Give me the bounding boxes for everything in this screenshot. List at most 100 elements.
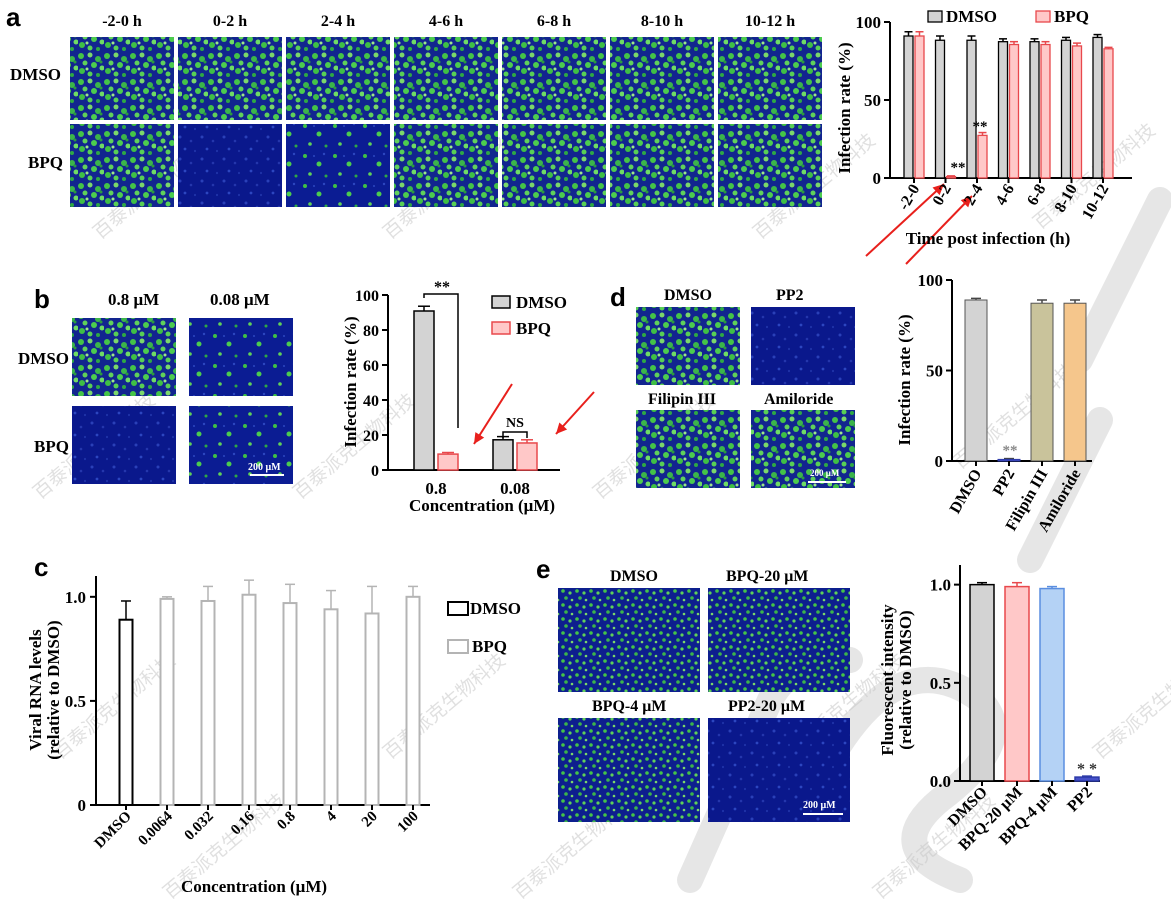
x-tick-label: PP2 [990, 467, 1018, 499]
bar-bpq [364, 612, 380, 806]
time-label: 6-8 h [537, 13, 571, 30]
bar [1063, 302, 1087, 462]
legend-label: DMSO [470, 599, 521, 618]
y-axis-label-line: Fluorescent intensity [878, 604, 897, 756]
micrograph-image [502, 124, 606, 207]
image-label-bpq-4: BPQ-4 μM [592, 698, 666, 715]
bar-bpq [945, 175, 957, 179]
y-tick-label: 0 [78, 796, 87, 815]
bar-dmso [1029, 41, 1040, 179]
row-label-bpq: BPQ [34, 437, 69, 456]
micrograph-image [286, 124, 390, 207]
y-tick-label: 1.0 [65, 588, 86, 607]
micrograph-image [72, 318, 176, 396]
micrograph-image [178, 37, 282, 120]
y-tick-label: 0.5 [65, 692, 86, 711]
y-tick-label: 0 [873, 169, 882, 188]
bar [964, 299, 988, 462]
x-tick-label: 4-6 [993, 182, 1018, 209]
y-axis-label: Infection rate (%) [341, 316, 360, 447]
y-axis-label-line: (relative to DMSO) [44, 620, 63, 759]
conc-label-0-08: 0.08 μM [210, 290, 270, 309]
panel-b-letter: b [34, 284, 50, 314]
row-label-dmso: DMSO [18, 349, 69, 368]
image-label-pp2-20: PP2-20 μM [728, 698, 805, 715]
legend-label: BPQ [472, 637, 507, 656]
y-tick-label: 0 [935, 452, 944, 471]
panel-a: a -2-0 h 0-2 h 2-4 h 4-6 h 6-8 h 8-10 h 10-12 … [6, 2, 822, 207]
red-arrow [905, 195, 973, 265]
y-tick-label: 40 [363, 393, 379, 410]
red-arrow [473, 383, 513, 445]
bar-bpq [977, 134, 988, 179]
image-label-pp2: PP2 [776, 287, 804, 304]
significance-label: ** [434, 279, 450, 296]
y-tick-label: 80 [363, 323, 379, 340]
time-label: 4-6 h [429, 13, 463, 30]
y-axis-label: Infection rate (%) [835, 42, 854, 173]
legend-swatch-dmso [447, 601, 469, 616]
micrograph-image [72, 406, 176, 484]
x-tick-label: 0.032 [182, 809, 217, 844]
arrow-head [960, 196, 972, 208]
x-tick-label: DMSO [947, 467, 986, 517]
y-axis-label-line: Viral RNA levels [26, 629, 45, 751]
x-tick-label: 100 [395, 809, 422, 836]
y-axis-label-line: Infection rate (%) [835, 42, 854, 173]
micrograph-image [558, 588, 700, 692]
bar-dmso [492, 439, 514, 471]
x-tick-label: DMSO [92, 809, 135, 852]
significance-bracket [423, 293, 459, 428]
chart-b: 0 20 40 60 80 100 0.8 0.08 ** NS Infection rate (%… [341, 279, 567, 515]
bar-bpq [1103, 48, 1114, 179]
bar [969, 583, 995, 782]
y-tick-label: 50 [926, 362, 943, 381]
panel-b: b 0.8 μM 0.08 μM DMSO BPQ 200 μM [18, 284, 293, 484]
legend-swatch-bpq [1035, 10, 1051, 23]
image-label-dmso: DMSO [664, 287, 712, 304]
micrograph-image [751, 410, 855, 488]
bar-dmso [966, 39, 977, 179]
row-label-bpq: BPQ [28, 153, 63, 172]
bar-bpq [282, 602, 298, 807]
bar-dmso [934, 39, 946, 179]
micrograph-image [502, 37, 606, 120]
conc-label-0-8: 0.8 μM [108, 290, 159, 309]
y-tick-label: 50 [864, 91, 881, 110]
micrograph-image [636, 307, 740, 385]
row-label-dmso: DMSO [10, 65, 61, 84]
panel-a-letter: a [6, 2, 21, 32]
micrograph-image [708, 588, 850, 692]
legend-label: BPQ [1054, 7, 1089, 26]
y-tick-label: 0.0 [930, 772, 951, 791]
panel-d-letter: d [610, 282, 626, 312]
x-tick-label: 0.0064 [135, 808, 176, 849]
micrograph-image [70, 37, 174, 120]
micrograph-image [394, 124, 498, 207]
y-tick-label: 100 [355, 288, 379, 305]
bar [1030, 302, 1054, 462]
arrow-head [556, 422, 568, 434]
y-axis-label: Viral RNA levels(relative to DMSO) [26, 620, 63, 759]
micrograph-image [708, 718, 850, 822]
bar [997, 458, 1021, 462]
bar [1004, 585, 1030, 782]
bar-dmso [118, 618, 134, 807]
time-label: -2-0 h [102, 13, 142, 30]
y-axis-label: Infection rate (%) [895, 314, 914, 445]
bar-bpq [323, 608, 339, 806]
micrograph-image [751, 307, 855, 385]
micrograph-image [178, 124, 282, 207]
time-label: 10-12 h [745, 13, 795, 30]
legend-swatch-bpq [491, 321, 511, 335]
image-label-filipin: Filipin III [648, 391, 716, 408]
x-tick-label: 0.8 [425, 479, 446, 498]
x-tick-label: -2-0 [895, 182, 923, 214]
y-tick-label: 1.0 [930, 576, 951, 595]
significance-label: NS [506, 416, 524, 431]
legend-swatch-bpq [447, 639, 469, 654]
image-label-bpq-20: BPQ-20 μM [726, 568, 808, 585]
legend-swatch-dmso [491, 295, 511, 309]
panel-e: e DMSO BPQ-20 μM BPQ-4 μM PP2-20 μM 200 … [536, 554, 850, 822]
micrograph-image [636, 410, 740, 488]
